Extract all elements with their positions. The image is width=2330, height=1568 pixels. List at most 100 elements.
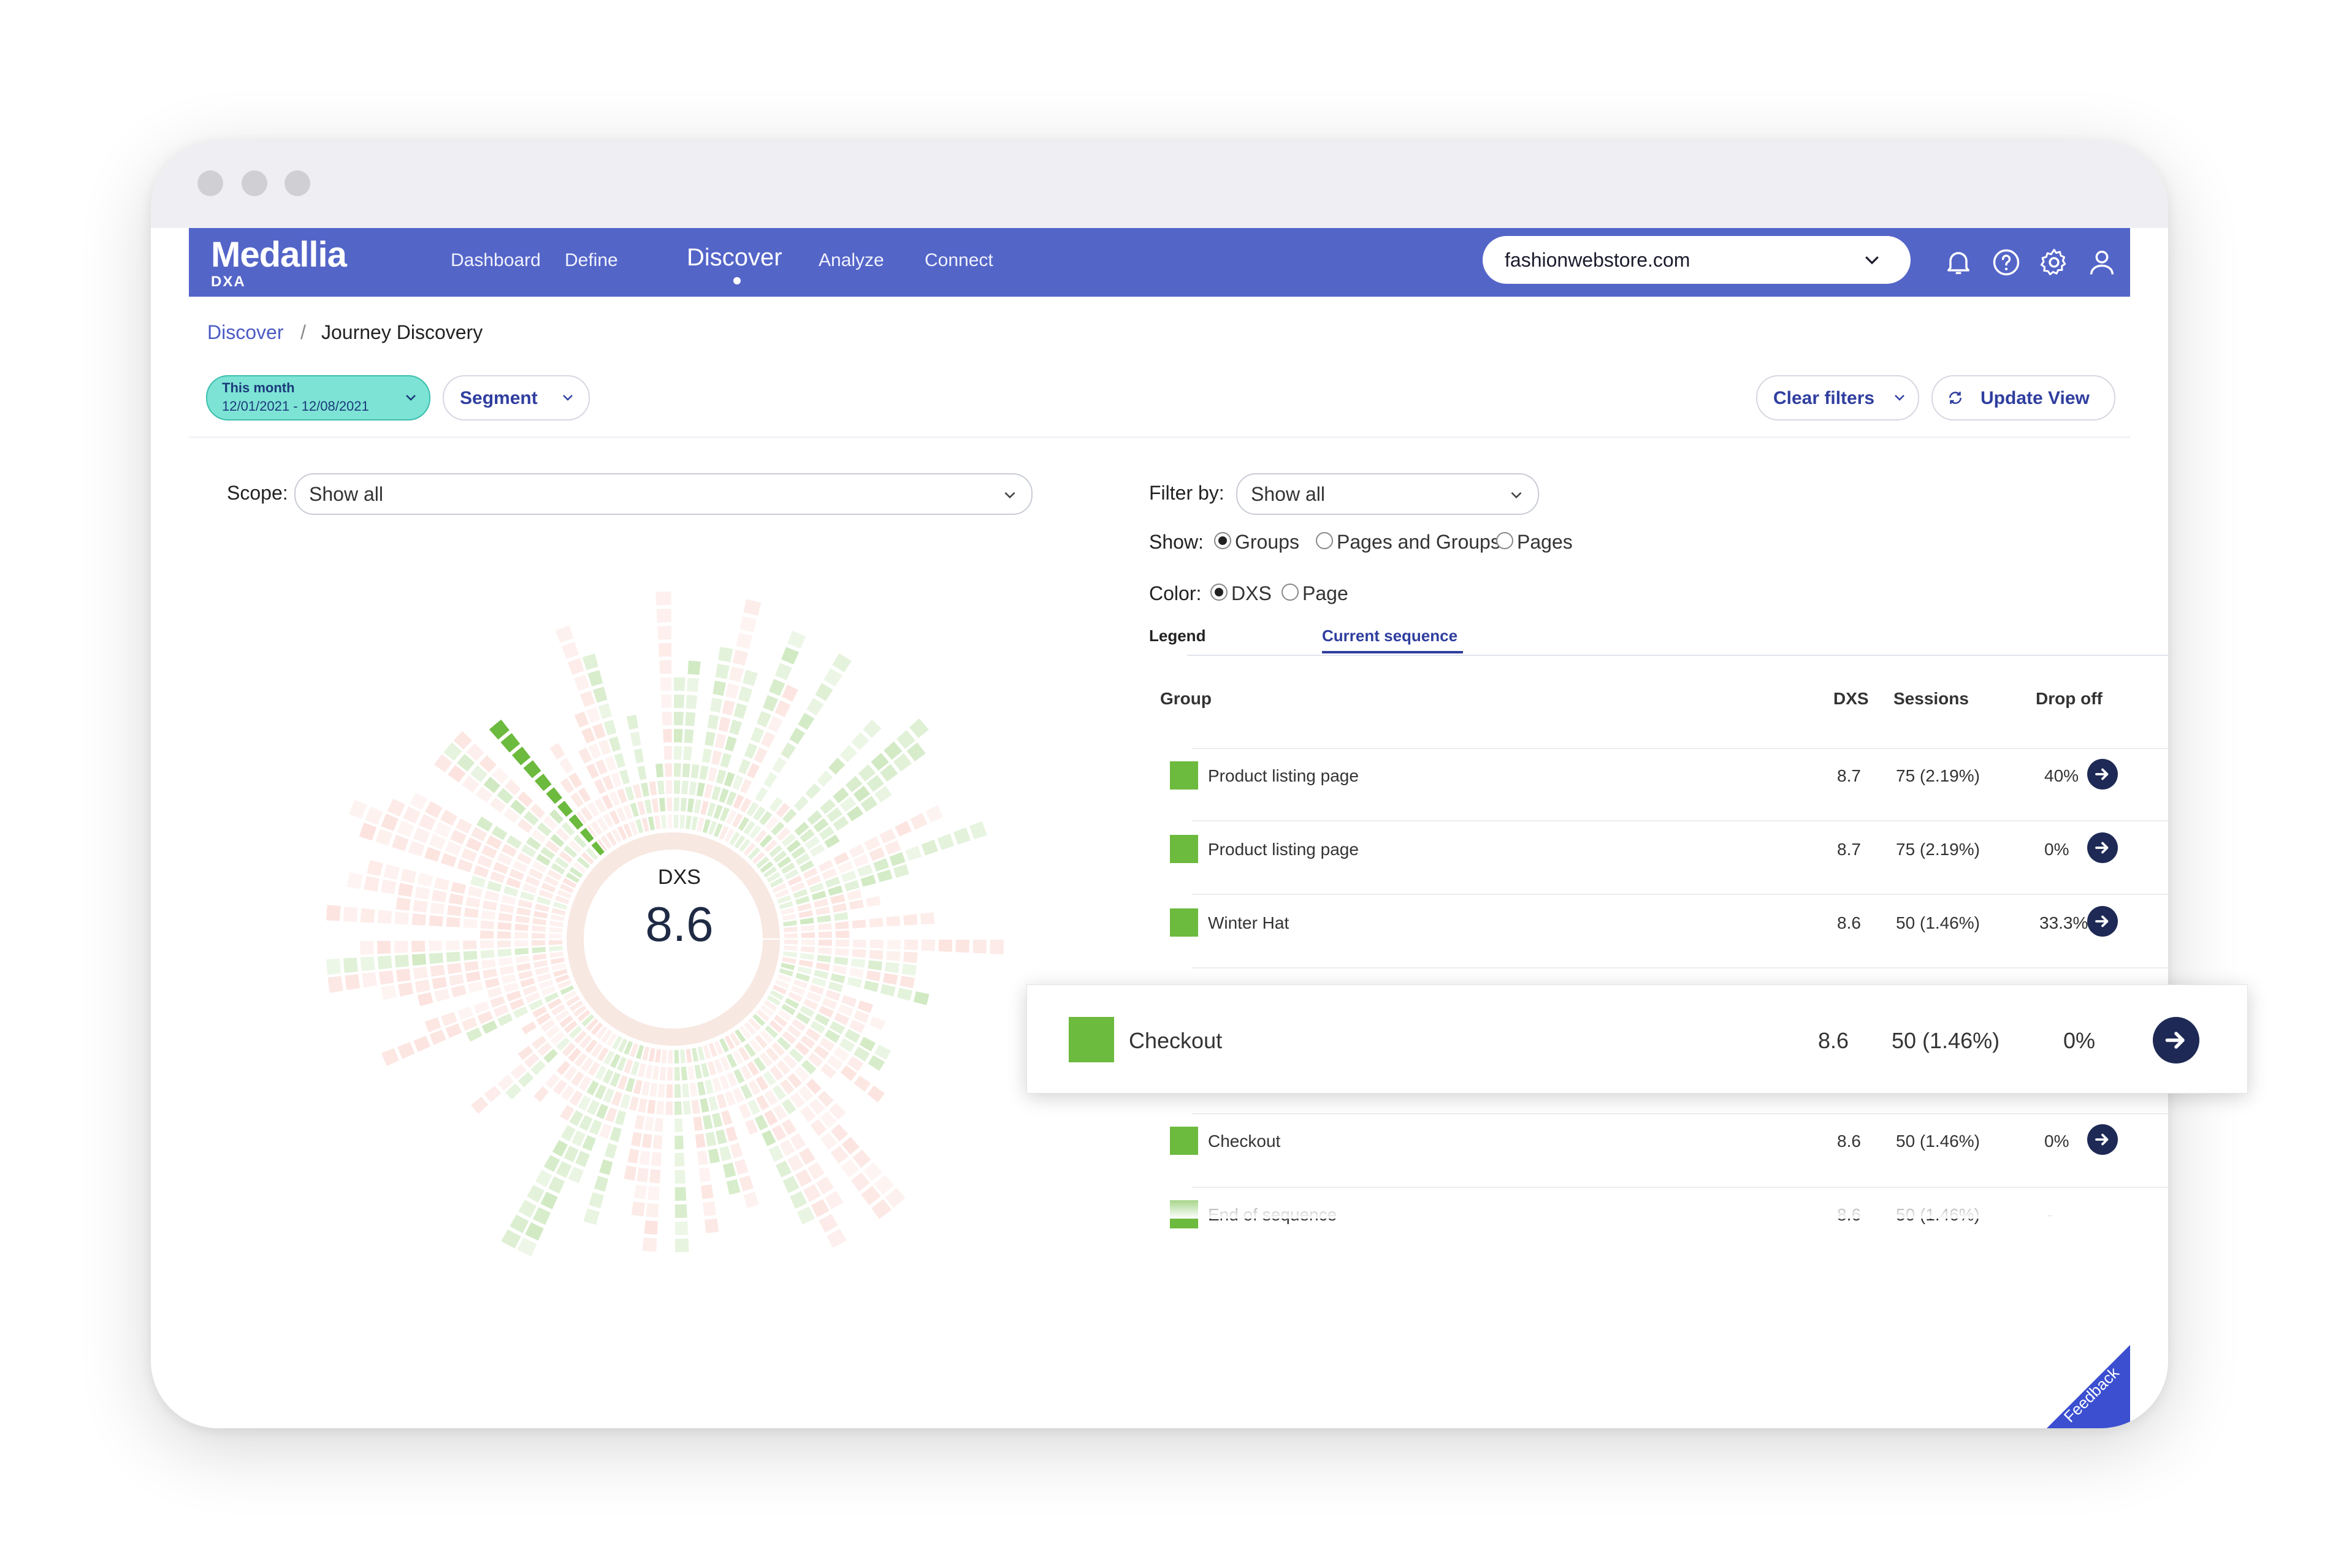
sunburst-segment[interactable] [862,834,882,853]
sunburst-segment[interactable] [882,739,904,762]
sunburst-segment[interactable] [658,658,673,676]
sunburst-segment[interactable] [558,1103,576,1123]
sunburst-segment[interactable] [903,844,923,862]
sunburst-segment[interactable] [741,598,763,618]
sunburst-segment[interactable] [796,1084,816,1103]
sunburst-segment[interactable] [839,869,858,884]
sunburst-segment[interactable] [522,809,541,828]
highlighted-sequence-segment[interactable] [578,826,596,845]
sunburst-segment[interactable] [808,1117,829,1138]
sunburst-segment[interactable] [558,776,576,796]
sunburst-segment[interactable] [551,1078,569,1097]
sunburst-segment[interactable] [847,966,866,980]
window-minimize-dot[interactable] [242,170,267,196]
sunburst-segment[interactable] [866,1053,887,1073]
sunburst-segment[interactable] [689,763,701,780]
sunburst-segment[interactable] [645,1098,657,1116]
sunburst-segment[interactable] [988,938,1006,956]
sunburst-segment[interactable] [468,873,487,889]
sunburst-segment[interactable] [873,1043,893,1062]
sunburst-segment[interactable] [859,873,878,889]
sunburst-segment[interactable] [616,1073,630,1092]
sunburst-segment[interactable] [737,1102,753,1121]
sunburst-segment[interactable] [842,878,861,893]
sunburst-segment[interactable] [855,999,875,1015]
sunburst-segment[interactable] [530,945,548,955]
sunburst-segment[interactable] [582,1206,602,1227]
sunburst-segment[interactable] [823,1189,846,1211]
logo[interactable]: Medallia [211,235,347,275]
sunburst-segment[interactable] [625,713,640,731]
sunburst-segment[interactable] [592,777,608,796]
sunburst-segment[interactable] [808,983,826,997]
sunburst-segment[interactable] [844,774,865,794]
sunburst-segment[interactable] [851,783,873,804]
sunburst-segment[interactable] [399,867,418,885]
sunburst-segment[interactable] [427,939,444,953]
sunburst-segment[interactable] [413,978,432,995]
color-dxs-label[interactable]: DXS [1231,582,1272,604]
sunburst-segment[interactable] [766,714,785,734]
sunburst-segment[interactable] [807,1097,827,1117]
sunburst-segment[interactable] [376,954,394,971]
sunburst-segment[interactable] [673,1083,682,1100]
sunburst-segment[interactable] [812,897,830,910]
sunburst-segment[interactable] [473,785,495,805]
sunburst-segment[interactable] [759,729,777,750]
sunburst-segment[interactable] [360,970,379,989]
sunburst-segment[interactable] [516,1198,538,1220]
sunburst-segment[interactable] [710,1076,724,1094]
sunburst-segment[interactable] [825,1053,845,1072]
sunburst-segment[interactable] [464,1026,484,1044]
sunburst-segment[interactable] [767,795,785,814]
sunburst-segment[interactable] [566,1046,583,1064]
sunburst-segment[interactable] [432,820,453,839]
window-close-dot[interactable] [197,170,223,196]
sunburst-segment[interactable] [774,1159,793,1179]
sunburst-segment[interactable] [392,939,410,954]
sunburst-segment[interactable] [779,645,801,666]
sunburst-segment[interactable] [728,1141,745,1160]
sunburst-segment[interactable] [745,761,762,780]
sunburst-segment[interactable] [808,881,826,895]
sunburst-segment[interactable] [342,905,359,924]
sunburst-segment[interactable] [591,685,609,705]
sunburst-segment[interactable] [883,961,901,975]
sunburst-segment[interactable] [401,804,422,826]
sunburst-segment[interactable] [533,1168,554,1189]
sunburst-segment[interactable] [839,1135,861,1157]
sunburst-segment[interactable] [703,1078,716,1096]
sunburst-segment[interactable] [505,989,523,1003]
sunburst-segment[interactable] [547,932,564,940]
sunburst-segment[interactable] [632,1183,648,1201]
sunburst-segment[interactable] [447,972,465,988]
user-icon[interactable] [2086,246,2118,278]
sunburst-segment[interactable] [738,777,754,796]
sunburst-segment[interactable] [861,1160,885,1183]
sunburst-segment[interactable] [682,728,695,745]
sunburst-segment[interactable] [662,744,673,761]
sunburst-segment[interactable] [449,983,468,999]
sunburst-segment[interactable] [754,1074,771,1093]
sunburst-segment[interactable] [578,805,595,823]
sunburst-segment[interactable] [357,821,378,842]
sunburst-segment[interactable] [554,1035,572,1053]
sunburst-segment[interactable] [788,1090,807,1110]
sunburst-segment[interactable] [603,754,618,773]
sunburst-segment[interactable] [753,1113,770,1132]
sunburst-segment[interactable] [502,884,520,898]
sunburst-segment[interactable] [429,963,446,978]
color-page-label[interactable]: Page [1302,582,1348,604]
sunburst-segment[interactable] [439,1010,459,1028]
sunburst-segment[interactable] [416,991,435,1008]
sunburst-segment[interactable] [497,956,514,968]
sunburst-segment[interactable] [873,784,894,804]
sunburst-segment[interactable] [681,1082,691,1099]
sunburst-segment[interactable] [430,888,449,904]
sunburst-segment[interactable] [535,820,554,839]
sunburst-segment[interactable] [798,1104,818,1124]
sunburst-segment[interactable] [837,1036,857,1054]
sunburst-segment[interactable] [347,797,369,821]
tab-legend[interactable]: Legend [1149,626,1206,645]
sunburst-segment[interactable] [831,814,851,832]
